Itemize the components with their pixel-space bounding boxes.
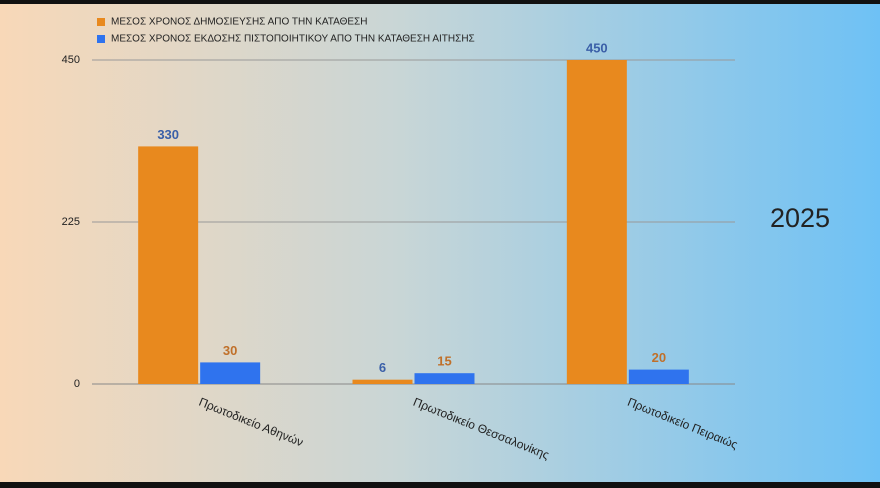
value-label: 15	[437, 354, 451, 369]
frame-bottom	[0, 482, 880, 488]
bar	[566, 60, 627, 384]
legend-label: ΜΕΣΟΣ ΧΡΟΝΟΣ ΔΗΜΟΣΙΕΥΣΗΣ ΑΠΟ ΤΗΝ ΚΑΤΑΘΕΣ…	[111, 17, 367, 28]
frame-top	[0, 0, 880, 4]
value-label: 6	[379, 360, 386, 375]
legend-swatch	[97, 35, 105, 43]
legend-swatch	[97, 18, 105, 26]
y-tick-label: 0	[74, 378, 80, 390]
value-label: 450	[586, 40, 608, 55]
y-tick-label: 450	[62, 54, 80, 66]
bar	[414, 373, 475, 384]
bar	[138, 146, 199, 384]
legend-label: ΜΕΣΟΣ ΧΡΟΝΟΣ ΕΚΔΟΣΗΣ ΠΙΣΤΟΠΟΙΗΤΙΚΟΥ ΑΠΟ …	[111, 34, 475, 45]
value-label: 330	[157, 127, 179, 142]
bar	[352, 379, 413, 384]
bar	[628, 369, 689, 384]
year-annotation: 2025	[770, 203, 830, 233]
y-tick-label: 225	[62, 216, 80, 228]
value-label: 30	[223, 343, 237, 358]
bar	[200, 362, 261, 384]
value-label: 20	[652, 350, 666, 365]
